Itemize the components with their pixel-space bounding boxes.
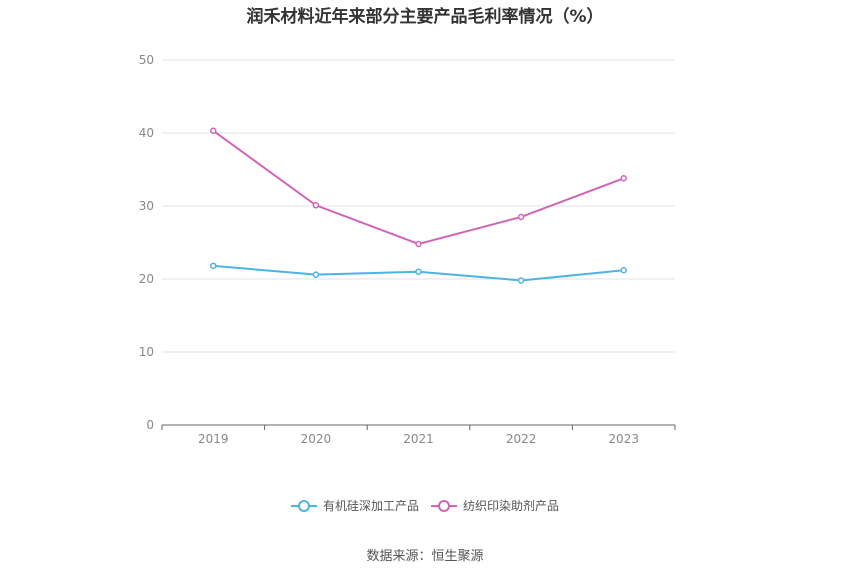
y-tick-label: 40 [139, 126, 154, 140]
data-source: 数据来源：恒生聚源 [366, 549, 484, 564]
y-tick-label: 10 [139, 345, 154, 359]
x-tick-label: 2019 [198, 432, 229, 446]
series-1 [210, 262, 627, 284]
y-tick-label: 50 [139, 53, 154, 67]
series-line [212, 130, 625, 246]
chart-title: 润禾材料近年来部分主要产品毛利率情况（%） [246, 7, 604, 27]
x-tick-label: 2023 [608, 432, 639, 446]
series [210, 127, 627, 284]
legend-label: 有机硅深加工产品 [322, 499, 419, 513]
legend-label: 纺织印染助剂产品 [463, 499, 560, 513]
x-tick-label: 2022 [506, 432, 537, 446]
data-point[interactable] [210, 127, 217, 135]
x-tick-label: 2020 [301, 432, 332, 446]
y-tick-label: 0 [146, 418, 154, 432]
axes: 0 10 20 30 40 50 2019 2020 2021 2022 2023 [139, 53, 676, 446]
x-tick-label: 2021 [403, 432, 434, 446]
data-point[interactable] [517, 277, 525, 284]
data-point[interactable] [312, 202, 320, 209]
data-point[interactable] [415, 240, 422, 248]
legend-item-series-2[interactable]: 纺织印染助剂产品 [431, 497, 559, 514]
legend-marker-icon [431, 499, 457, 512]
data-point[interactable] [620, 175, 627, 182]
data-point[interactable] [415, 268, 422, 275]
legend: 有机硅深加工产品 纺织印染助剂产品 [0, 497, 850, 514]
legend-marker-icon [290, 499, 317, 512]
legend-item-series-1[interactable]: 有机硅深加工产品 [290, 497, 419, 514]
y-tick-label: 30 [139, 199, 154, 213]
data-point[interactable] [312, 271, 320, 278]
y-tick-label: 20 [139, 272, 154, 286]
data-point[interactable] [210, 262, 217, 270]
series-2 [210, 127, 627, 248]
data-point[interactable] [620, 266, 627, 274]
grid-lines [162, 59, 675, 353]
data-point[interactable] [517, 213, 525, 221]
